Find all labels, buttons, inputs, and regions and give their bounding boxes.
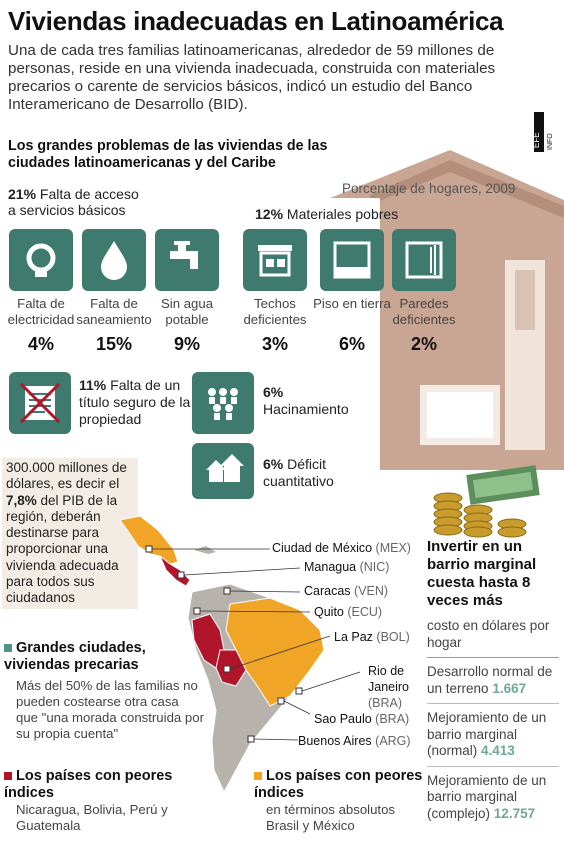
cap-paredes: Paredes deficientes: [392, 296, 456, 327]
cap-saneamiento: Falta de saneamiento: [76, 296, 152, 327]
legend-worst-absolute: Los países con peores índices en término…: [254, 768, 423, 833]
cost-row-marginal-complex: Mejoramiento de un barrio marginal (comp…: [427, 772, 547, 821]
cap-electricidad: Falta de electricidad: [7, 296, 75, 327]
services-pct: 21%: [8, 186, 37, 202]
cost-row-normal: Desarrollo normal de un terreno 1.667: [427, 664, 553, 696]
crowding-label: 6% Hacinamiento: [263, 384, 349, 417]
city-caracas: Caracas (VEN): [304, 584, 389, 598]
legend-teal-swatch: [4, 644, 12, 652]
wall-icon: [392, 229, 456, 291]
city-sao-paulo: Sao Paulo (BRA): [314, 712, 410, 726]
city-rio: Rio de Janeiro (BRA): [368, 664, 409, 710]
cost-row-marginal-normal: Mejoramiento de un barrio marginal (norm…: [427, 710, 547, 758]
materials-pct: 12%: [255, 206, 284, 222]
floor-icon: [320, 229, 384, 291]
title-deed-label: 11% Falta de un título seguro de la prop…: [79, 377, 191, 427]
costs-panel: Invertir en un barrio marginal cuesta ha…: [427, 538, 559, 822]
val-agua: 9%: [173, 334, 200, 354]
water-drop-icon: [82, 229, 146, 291]
cap-piso: Piso en tierra: [313, 296, 391, 311]
val-electricidad: 4%: [27, 334, 54, 354]
city-la-paz: La Paz (BOL): [334, 630, 410, 644]
crowding-icon: [192, 372, 254, 434]
costs-title: Invertir en un barrio marginal cuesta ha…: [427, 538, 537, 609]
val-piso: 6%: [338, 334, 365, 354]
deficit-label: 6% Déficit cuantitativo: [263, 456, 334, 489]
page-title: Viviendas inadecuadas en Latinoamérica: [8, 6, 504, 36]
cap-agua: Sin agua potable: [160, 296, 214, 327]
val-saneamiento: 15%: [95, 334, 133, 354]
investment-callout: 300.000 millones de dólares, es decir el…: [2, 458, 138, 609]
houses-icon: [192, 443, 254, 499]
latin-america-map: [120, 515, 361, 794]
val-techos: 3%: [261, 334, 288, 354]
legend-orange-swatch: [254, 772, 262, 780]
services-label: 21% Falta de acceso a servicios básicos: [8, 186, 139, 218]
intro-paragraph: Una de cada tres familias latinoamerican…: [8, 42, 496, 113]
city-buenos-aires: Buenos Aires (ARG): [298, 734, 411, 748]
agency-logo: EFE INFO: [532, 112, 556, 152]
money-coins-icon: [433, 465, 540, 538]
legend-red-swatch: [4, 772, 12, 780]
roof-icon: [243, 229, 307, 291]
svg-text:EFE: EFE: [534, 132, 541, 148]
lightbulb-icon: [9, 229, 73, 291]
chart-subtitle: Porcentaje de hogares, 2009: [342, 181, 516, 196]
problems-title: Los grandes problemas de las viviendas d…: [8, 138, 328, 171]
city-quito: Quito (ECU): [314, 605, 383, 619]
costs-unit: costo en dólares por hogar: [427, 618, 550, 650]
legend-big-cities: Grandes ciudades, viviendas precarias Má…: [4, 640, 204, 741]
legend-worst: Los países con peores índices Nicaragua,…: [4, 768, 173, 833]
city-mexico: Ciudad de México (MEX): [272, 541, 411, 555]
svg-text:INFO: INFO: [547, 133, 554, 150]
materials-label: 12% Materiales pobres: [255, 206, 399, 222]
cap-techos: Techos deficientes: [243, 296, 307, 327]
val-paredes: 2%: [410, 334, 437, 354]
document-crossed-icon: [9, 372, 71, 434]
faucet-icon: [155, 229, 219, 291]
city-managua: Managua (NIC): [304, 560, 390, 574]
